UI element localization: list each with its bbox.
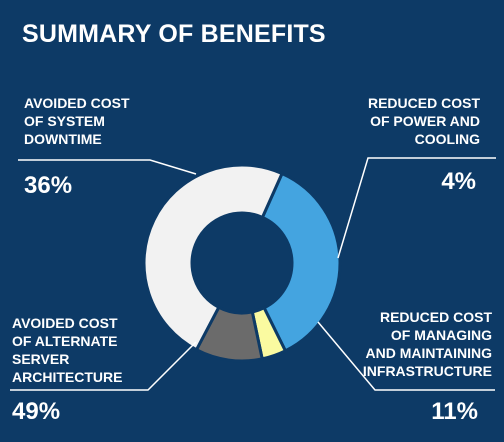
label-line: INFRASTRUCTURE (362, 363, 492, 379)
label-line: SERVER (12, 351, 70, 367)
label-line: COOLING (414, 131, 480, 147)
slice-alternate-architecture (142, 163, 285, 352)
label-line: REDUCED COST (379, 309, 492, 325)
label-line: OF SYSTEM (24, 113, 105, 129)
label-alternate-architecture: AVOIDED COST OF ALTERNATE SERVER ARCHITE… (12, 314, 122, 386)
label-power-cooling: REDUCED COST OF POWER AND COOLING (368, 94, 480, 148)
leader-line-power (337, 157, 496, 259)
chart-title: SUMMARY OF BENEFITS (22, 20, 326, 48)
pct-system-downtime: 36% (24, 172, 73, 199)
label-line: OF MANAGING (390, 327, 492, 343)
pct-alternate-architecture: 49% (12, 398, 61, 425)
label-line: AND MAINTAINING (365, 345, 492, 361)
pct-power-cooling: 4% (441, 168, 476, 195)
label-line: AVOIDED COST (12, 315, 118, 331)
leader-line-downtime (18, 159, 197, 175)
label-line: AVOIDED COST (24, 95, 130, 111)
label-line: OF ALTERNATE (12, 333, 118, 349)
leader-line-alternate (10, 341, 197, 391)
label-line: DOWNTIME (24, 131, 102, 147)
label-line: OF POWER AND (370, 113, 480, 129)
pct-managing-infrastructure: 11% (431, 398, 478, 425)
label-managing-infrastructure: REDUCED COST OF MANAGING AND MAINTAINING… (363, 308, 492, 380)
label-line: ARCHITECTURE (12, 369, 123, 385)
label-line: REDUCED COST (367, 95, 480, 111)
label-system-downtime: AVOIDED COST OF SYSTEM DOWNTIME (24, 94, 130, 148)
slice-system-downtime (260, 171, 342, 353)
leader-line-managing (317, 321, 495, 391)
